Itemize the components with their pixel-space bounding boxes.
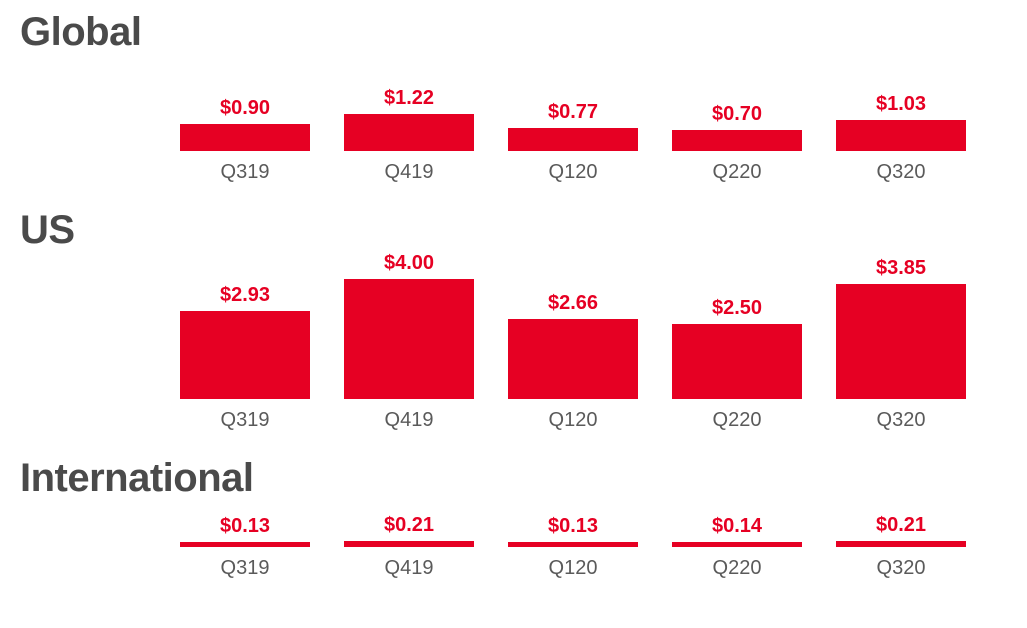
value-label: $1.03 [876, 93, 926, 116]
plot-area: $1.03 [836, 51, 966, 151]
bar-cell: $0.14 Q220 [672, 497, 802, 580]
plot-area: $0.14 [672, 497, 802, 547]
section-international: International $0.13 Q319 $0.21 Q419 $0.1… [20, 456, 1007, 580]
plot-area: $2.50 [672, 249, 802, 399]
bar [836, 120, 966, 151]
bar-cell: $0.21 Q419 [344, 497, 474, 580]
plot-area: $0.13 [180, 497, 310, 547]
value-label: $2.50 [712, 297, 762, 320]
bar [672, 324, 802, 399]
value-label: $0.21 [876, 514, 926, 537]
plot-area: $0.70 [672, 51, 802, 151]
bar-cell: $0.13 Q319 [180, 497, 310, 580]
bar [180, 124, 310, 151]
bar-cell: $0.21 Q320 [836, 497, 966, 580]
x-label: Q220 [713, 409, 762, 432]
value-label: $2.66 [548, 292, 598, 315]
plot-area: $0.21 [344, 497, 474, 547]
x-label: Q419 [385, 557, 434, 580]
bar-cell: $3.85 Q320 [836, 249, 966, 432]
chart-row-global: $0.90 Q319 $1.22 Q419 $0.77 Q120 [180, 51, 1007, 184]
plot-area: $2.93 [180, 249, 310, 399]
bar-cell: $0.90 Q319 [180, 51, 310, 184]
x-label: Q319 [221, 161, 270, 184]
section-title-international: International [20, 456, 1007, 501]
section-title-global: Global [20, 10, 1007, 55]
value-label: $0.70 [712, 103, 762, 126]
x-label: Q120 [549, 557, 598, 580]
plot-area: $1.22 [344, 51, 474, 151]
x-label: Q319 [221, 557, 270, 580]
value-label: $0.14 [712, 515, 762, 538]
bar [672, 130, 802, 151]
value-label: $2.93 [220, 284, 270, 307]
x-label: Q120 [549, 409, 598, 432]
plot-area: $4.00 [344, 249, 474, 399]
x-label: Q419 [385, 161, 434, 184]
value-label: $3.85 [876, 257, 926, 280]
x-label: Q320 [877, 409, 926, 432]
bar-cell: $1.03 Q320 [836, 51, 966, 184]
bar-cell: $2.93 Q319 [180, 249, 310, 432]
bar [508, 542, 638, 547]
value-label: $4.00 [384, 252, 434, 275]
section-us: US $2.93 Q319 $4.00 Q419 $2.66 [20, 208, 1007, 432]
bar [344, 541, 474, 547]
bar [672, 542, 802, 547]
value-label: $0.21 [384, 514, 434, 537]
bar [344, 114, 474, 151]
bar [180, 311, 310, 399]
value-label: $0.13 [548, 515, 598, 538]
x-label: Q220 [713, 161, 762, 184]
bar [508, 319, 638, 399]
bar-cell: $2.50 Q220 [672, 249, 802, 432]
x-label: Q120 [549, 161, 598, 184]
bar [836, 541, 966, 547]
bar-cell: $0.70 Q220 [672, 51, 802, 184]
section-global: Global $0.90 Q319 $1.22 Q419 $0.77 [20, 10, 1007, 184]
chart-row-international: $0.13 Q319 $0.21 Q419 $0.13 Q120 [180, 497, 1007, 580]
plot-area: $0.77 [508, 51, 638, 151]
value-label: $0.13 [220, 515, 270, 538]
page: Global $0.90 Q319 $1.22 Q419 $0.77 [0, 0, 1027, 628]
bar-cell: $1.22 Q419 [344, 51, 474, 184]
value-label: $1.22 [384, 87, 434, 110]
bar [836, 284, 966, 400]
bar-cell: $0.13 Q120 [508, 497, 638, 580]
plot-area: $0.90 [180, 51, 310, 151]
plot-area: $3.85 [836, 249, 966, 399]
x-label: Q320 [877, 557, 926, 580]
section-title-us: US [20, 208, 1007, 253]
value-label: $0.90 [220, 97, 270, 120]
bar-cell: $2.66 Q120 [508, 249, 638, 432]
bar [508, 128, 638, 151]
plot-area: $2.66 [508, 249, 638, 399]
x-label: Q419 [385, 409, 434, 432]
value-label: $0.77 [548, 101, 598, 124]
x-label: Q320 [877, 161, 926, 184]
plot-area: $0.21 [836, 497, 966, 547]
bar [180, 542, 310, 547]
plot-area: $0.13 [508, 497, 638, 547]
bar-cell: $0.77 Q120 [508, 51, 638, 184]
chart-row-us: $2.93 Q319 $4.00 Q419 $2.66 Q120 [180, 249, 1007, 432]
x-label: Q220 [713, 557, 762, 580]
bar [344, 279, 474, 399]
bar-cell: $4.00 Q419 [344, 249, 474, 432]
x-label: Q319 [221, 409, 270, 432]
